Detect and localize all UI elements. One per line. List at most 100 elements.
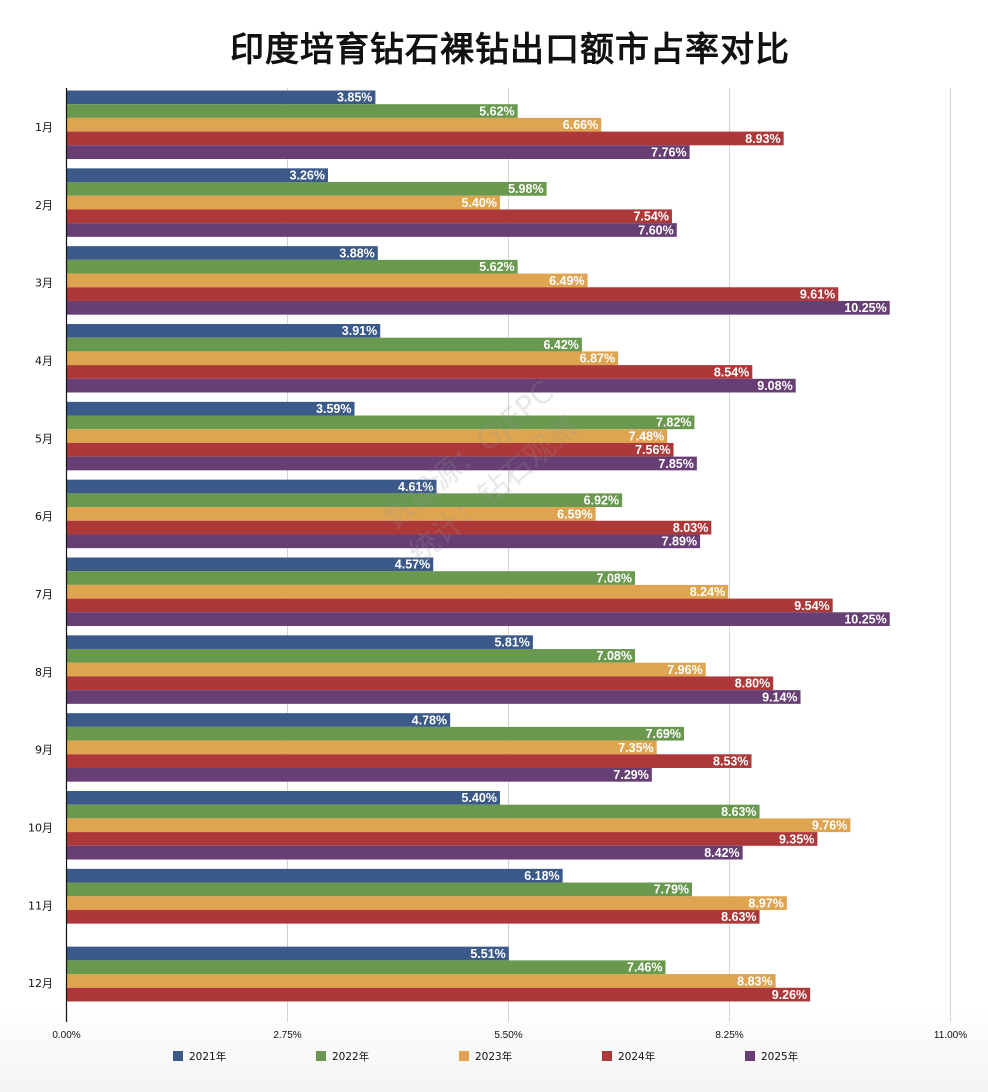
bar-value-label: 9.54% bbox=[794, 599, 829, 613]
legend-label: 2021年 bbox=[189, 1050, 226, 1063]
bar-value-label: 4.61% bbox=[398, 480, 433, 494]
bar bbox=[66, 804, 760, 819]
bar bbox=[66, 534, 701, 549]
bar-value-label: 5.40% bbox=[462, 791, 497, 805]
bar bbox=[66, 168, 328, 183]
bar-value-label: 8.03% bbox=[673, 521, 708, 535]
bar bbox=[66, 557, 434, 572]
bar bbox=[66, 117, 602, 132]
category-label: 7月 bbox=[35, 588, 53, 601]
bar-value-label: 7.76% bbox=[651, 146, 686, 160]
bar bbox=[66, 635, 533, 650]
bar bbox=[66, 246, 378, 260]
bar bbox=[66, 612, 890, 626]
bar-value-label: 3.59% bbox=[316, 402, 351, 416]
legend-swatch bbox=[459, 1051, 469, 1061]
category-label: 4月 bbox=[35, 354, 53, 367]
bar-value-label: 8.63% bbox=[721, 805, 756, 819]
bar bbox=[66, 351, 619, 366]
category-group: 5.51% 7.46% 8.83%9.26% bbox=[66, 946, 811, 1002]
x-tick-label: 11.00% bbox=[934, 1030, 967, 1041]
bar-value-label: 8.54% bbox=[714, 365, 749, 379]
bar-value-label: 5.81% bbox=[494, 636, 529, 650]
bar bbox=[66, 845, 743, 860]
bar-value-label: 9.35% bbox=[779, 832, 814, 846]
bar bbox=[66, 767, 652, 782]
bar-value-label: 8.97% bbox=[748, 896, 783, 910]
bar-value-label: 8.93% bbox=[745, 132, 780, 146]
category-group: 4.78% 7.69%7.35% 8.53% 7.29% bbox=[66, 713, 752, 782]
bar bbox=[66, 832, 818, 846]
category-group: 6.18% 7.79% 8.97%8.63% bbox=[66, 868, 787, 924]
bar-value-label: 5.62% bbox=[479, 260, 514, 274]
bar bbox=[66, 378, 796, 393]
bar-value-label: 7.85% bbox=[658, 457, 693, 471]
bar-value-label: 6.66% bbox=[563, 118, 598, 132]
bar bbox=[66, 571, 635, 585]
legend-item[interactable]: 2022年 bbox=[316, 1050, 369, 1063]
bar bbox=[66, 960, 666, 975]
legend-item[interactable]: 2021年 bbox=[173, 1050, 226, 1063]
category-label: 5月 bbox=[35, 432, 53, 445]
bar-value-label: 7.29% bbox=[613, 768, 648, 782]
category-group: 3.26% 5.98% 5.40% 7.54%7.60% bbox=[66, 168, 677, 237]
bar bbox=[66, 365, 753, 379]
category-label: 6月 bbox=[35, 510, 53, 523]
legend-item[interactable]: 2024年 bbox=[602, 1050, 655, 1063]
bar-value-label: 9.76% bbox=[812, 819, 847, 833]
legend-item[interactable]: 2023年 bbox=[459, 1050, 512, 1063]
bar-value-label: 7.46% bbox=[627, 961, 662, 975]
bar-value-label: 6.87% bbox=[580, 352, 615, 366]
bar bbox=[66, 287, 839, 301]
bar bbox=[66, 507, 596, 521]
bar-value-label: 6.18% bbox=[524, 869, 559, 883]
bar bbox=[66, 987, 811, 1002]
bar bbox=[66, 909, 760, 924]
category-label: 9月 bbox=[35, 744, 53, 757]
x-tick-label: 5.50% bbox=[494, 1030, 522, 1041]
bar bbox=[66, 791, 500, 805]
bar bbox=[66, 442, 674, 457]
bar-value-label: 7.96% bbox=[667, 663, 702, 677]
category-label: 1月 bbox=[35, 121, 53, 134]
bar-value-label: 10.25% bbox=[844, 613, 886, 627]
bar bbox=[66, 145, 690, 159]
bar-value-label: 8.83% bbox=[737, 974, 772, 988]
bar bbox=[66, 415, 695, 430]
category-label: 8月 bbox=[35, 666, 53, 679]
bar bbox=[66, 818, 851, 833]
bar-value-label: 7.08% bbox=[597, 649, 632, 663]
bar-value-label: 7.89% bbox=[662, 535, 697, 549]
bar-value-label: 3.88% bbox=[339, 246, 374, 260]
bar-value-label: 7.69% bbox=[646, 727, 681, 741]
bar-value-label: 5.98% bbox=[508, 182, 543, 196]
bar-value-label: 7.60% bbox=[638, 223, 673, 237]
category-group: 3.59% 7.82%7.48%7.56%7.85% bbox=[66, 401, 697, 471]
bar-value-label: 7.08% bbox=[597, 571, 632, 585]
category-label: 10月 bbox=[28, 821, 53, 834]
bar-value-label: 6.42% bbox=[543, 338, 578, 352]
legend-swatch bbox=[173, 1051, 183, 1061]
bar-value-label: 9.61% bbox=[800, 287, 835, 301]
x-tick-label: 8.25% bbox=[715, 1030, 743, 1041]
bar-value-label: 7.82% bbox=[656, 416, 691, 430]
legend-label: 2022年 bbox=[332, 1050, 369, 1063]
bar bbox=[66, 104, 518, 118]
bar bbox=[66, 259, 518, 274]
bar-value-label: 4.57% bbox=[395, 558, 430, 572]
bar bbox=[66, 882, 693, 897]
legend-item[interactable]: 2025年 bbox=[745, 1050, 798, 1063]
bar-value-label: 6.59% bbox=[557, 507, 592, 521]
bar-value-label: 6.92% bbox=[584, 494, 619, 508]
bar-value-label: 8.24% bbox=[690, 585, 725, 599]
bar bbox=[66, 649, 635, 663]
bar-value-label: 6.49% bbox=[549, 274, 584, 288]
bar bbox=[66, 337, 582, 352]
bar bbox=[66, 946, 509, 961]
legend-swatch bbox=[316, 1051, 326, 1061]
bar-value-label: 10.25% bbox=[844, 301, 886, 315]
category-label: 11月 bbox=[28, 899, 53, 912]
bar bbox=[66, 90, 376, 105]
bar bbox=[66, 300, 890, 315]
bar bbox=[66, 273, 588, 288]
